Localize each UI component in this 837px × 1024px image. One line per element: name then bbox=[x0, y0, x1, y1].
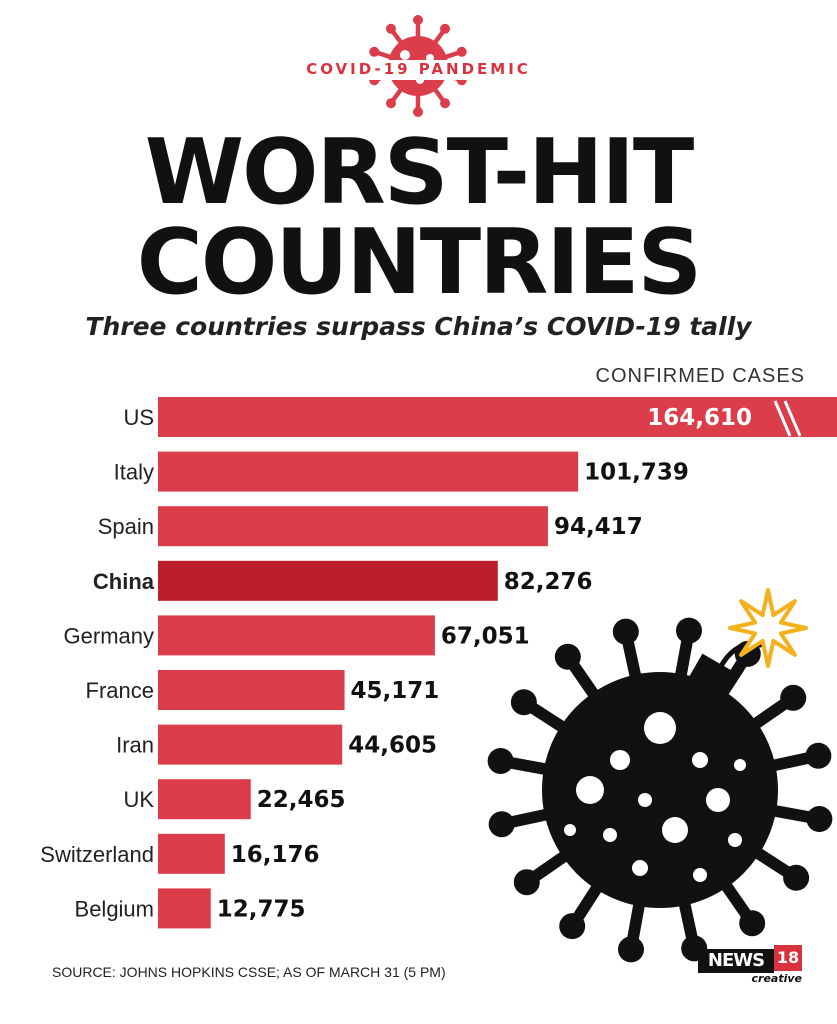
bar bbox=[158, 506, 548, 547]
bar bbox=[158, 451, 579, 492]
value-label: 101,739 bbox=[584, 460, 689, 486]
value-label: 82,276 bbox=[504, 569, 593, 595]
category-label: Iran bbox=[116, 733, 154, 758]
category-label: Spain bbox=[98, 514, 154, 539]
logo-sub: creative bbox=[751, 972, 803, 985]
bar bbox=[158, 670, 345, 710]
value-label: 45,171 bbox=[351, 678, 440, 704]
bar bbox=[158, 833, 225, 874]
page-title-line1: WORST-HIT bbox=[144, 120, 695, 225]
axis-break-mark bbox=[773, 400, 792, 437]
logo-number: 18 bbox=[774, 945, 802, 971]
value-label: 16,176 bbox=[231, 842, 320, 868]
bar bbox=[158, 615, 435, 656]
bar bbox=[158, 560, 498, 601]
value-axis-label: CONFIRMED CASES bbox=[595, 365, 805, 387]
category-label: France bbox=[86, 678, 154, 703]
category-label: Germany bbox=[64, 623, 154, 648]
news18-logo: NEWS 18 creative bbox=[698, 945, 808, 987]
page-subtitle: Three countries surpass China’s COVID-19… bbox=[85, 312, 752, 341]
category-label: US bbox=[123, 405, 154, 430]
header-kicker: COVID-19 PANDEMIC bbox=[306, 60, 531, 78]
page-title-line2: COUNTRIES bbox=[136, 210, 702, 315]
axis-break-mark bbox=[783, 400, 802, 437]
bar bbox=[158, 397, 837, 437]
value-label: 164,610 bbox=[647, 405, 752, 431]
category-label: Belgium bbox=[75, 896, 154, 921]
virus-icon bbox=[290, 15, 546, 117]
virus-bomb-icon bbox=[487, 588, 833, 963]
value-label: 44,605 bbox=[348, 733, 437, 759]
category-label: Italy bbox=[114, 460, 154, 485]
category-label: UK bbox=[123, 787, 154, 812]
category-label: China bbox=[93, 569, 155, 594]
bar bbox=[158, 724, 343, 765]
value-label: 22,465 bbox=[257, 787, 346, 813]
value-label: 94,417 bbox=[554, 514, 643, 540]
logo-main: NEWS bbox=[698, 949, 774, 973]
category-label: Switzerland bbox=[40, 842, 154, 867]
value-label: 12,775 bbox=[217, 896, 306, 922]
bar bbox=[158, 779, 251, 820]
source-note: SOURCE: JOHNS HOPKINS CSSE; AS OF MARCH … bbox=[52, 964, 446, 980]
bar bbox=[158, 888, 211, 929]
value-label: 67,051 bbox=[441, 623, 530, 649]
